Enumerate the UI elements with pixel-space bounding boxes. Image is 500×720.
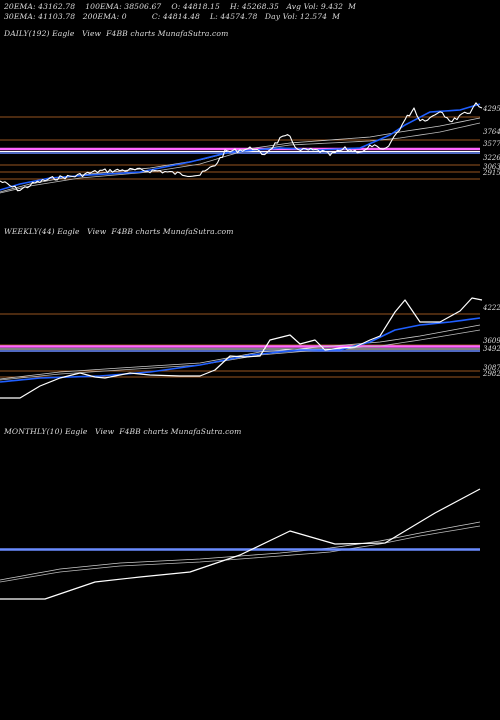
weekly-level-label-2: 36093	[483, 337, 500, 345]
weekly-level-label-5: 29828	[483, 370, 500, 378]
daily-level-label-4: 32263	[483, 154, 500, 162]
daily-level-label-1: 42956	[483, 105, 500, 113]
daily-price-line	[0, 102, 483, 192]
daily-ema-mid-line	[0, 117, 481, 193]
weekly-ema-fast-line	[0, 317, 481, 383]
daily-level-label-5: 30635	[483, 163, 500, 171]
daily-chart-title: DAILY(192) Eagle View F4BB charts Munafa…	[4, 29, 229, 38]
weekly-level-label-4: 30873	[483, 364, 500, 372]
monthly-chart-title: MONTHLY(10) Eagle View F4BB charts Munaf…	[4, 427, 242, 436]
weekly-level-label-1: 42226	[483, 304, 500, 312]
daily-level-label-2: 37643	[483, 128, 500, 136]
header-line-2: 30EMA: 41103.78 200EMA: 0 C: 44814.48 L:…	[4, 12, 340, 21]
header-line-1: 20EMA: 43162.78 100EMA: 38506.67 O: 4481…	[4, 2, 356, 11]
daily-level-label-3: 35771	[483, 140, 500, 148]
daily-ema-slow-line	[0, 122, 481, 194]
monthly-ema-slow-line	[0, 525, 481, 583]
weekly-ema-mid-line	[0, 324, 481, 380]
monthly-price-line	[0, 488, 481, 600]
weekly-chart-title: WEEKLY(44) Eagle View F4BB charts Munafa…	[4, 227, 234, 236]
monthly-ema-mid-line	[0, 521, 481, 581]
daily-level-label-6: 29150	[483, 169, 500, 177]
weekly-level-label-3: 34927	[483, 345, 500, 353]
weekly-price-line	[0, 297, 483, 399]
